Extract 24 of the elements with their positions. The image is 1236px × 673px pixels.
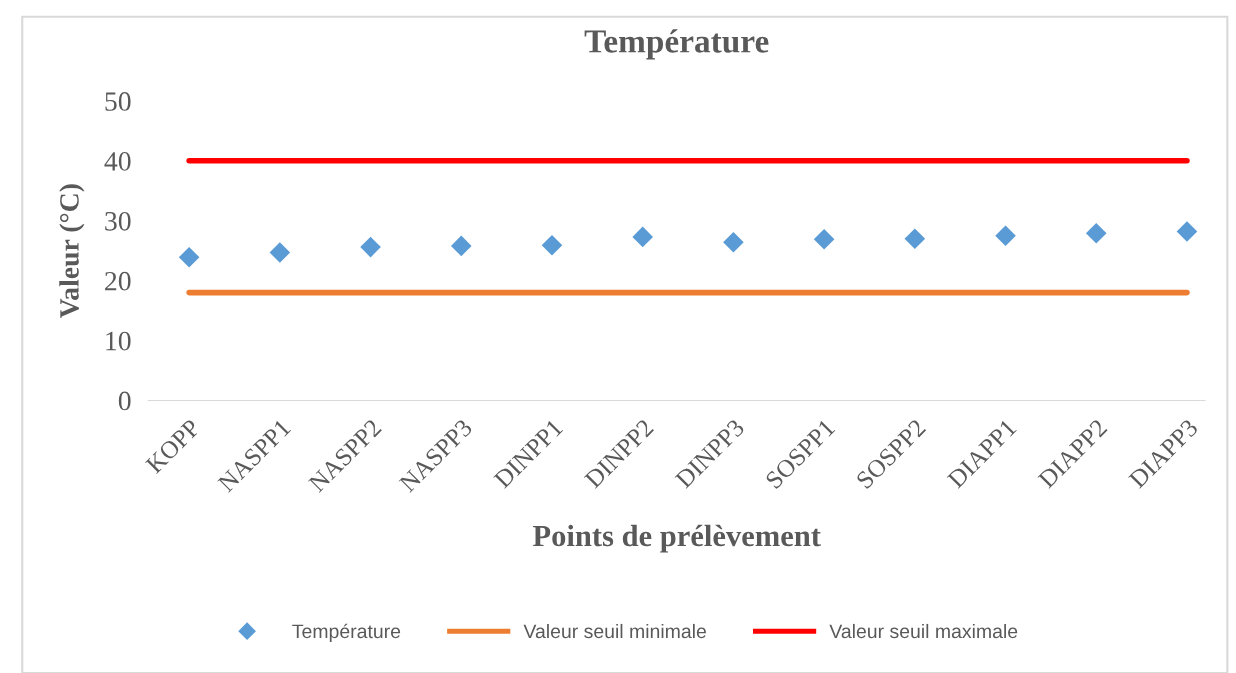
- y-tick-label: 10: [106, 331, 131, 351]
- point: [1085, 223, 1107, 244]
- point: [904, 228, 926, 250]
- point: [723, 232, 744, 253]
- y-tick-label: 0: [118, 391, 131, 411]
- point: [360, 236, 381, 258]
- point: [632, 226, 653, 248]
- y-tick-label: 40: [104, 152, 131, 171]
- point: [269, 242, 291, 263]
- legend-label: Valeur seuil minimale: [523, 623, 706, 639]
- y-tick-label: 20: [105, 271, 131, 291]
- chart-title: Température: [584, 29, 769, 60]
- point: [1176, 221, 1198, 242]
- y-axis-title: Valeur (°C): [59, 184, 85, 319]
- y-tick-label: 30: [105, 211, 131, 231]
- point: [813, 229, 835, 250]
- point: [995, 225, 1016, 247]
- point: [541, 235, 563, 256]
- legend-label: Température: [292, 623, 401, 643]
- point: [178, 246, 200, 268]
- legend-label: Valeur seuil maximale: [829, 623, 1018, 639]
- point: [450, 235, 472, 257]
- x-axis-title: Points de prélèvement: [532, 524, 821, 553]
- y-tick-label: 50: [105, 92, 131, 111]
